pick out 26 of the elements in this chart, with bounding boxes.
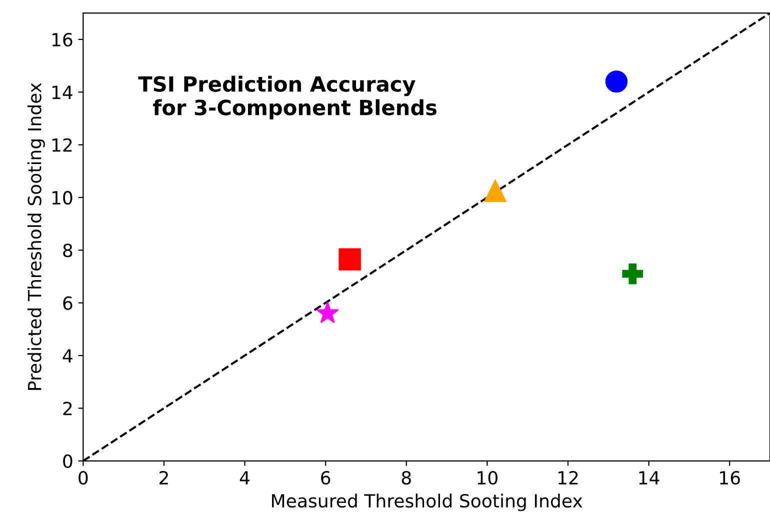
y-axis-title: Predicted Threshold Sooting Index (27, 82, 45, 390)
point (605, 70, 628, 93)
x-tick-label: 10 (478, 470, 498, 485)
x-tick-label: 12 (558, 470, 578, 484)
x-tick-label: 8 (402, 470, 411, 485)
x-tick-label: 0 (78, 470, 88, 485)
x-axis-title: Measured Threshold Sooting Index (272, 494, 582, 512)
y-tick-label: 8 (63, 244, 72, 258)
point (316, 302, 339, 324)
point (622, 263, 644, 284)
y-tick-label: 6 (63, 296, 72, 310)
y-tick-label: 12 (52, 138, 72, 152)
y-tick-label: 14 (52, 86, 72, 99)
x-tick-label: 2 (160, 470, 168, 484)
y-tick-label: 16 (52, 32, 72, 47)
y-tick-label: 2 (63, 402, 72, 416)
y-tick-label: 10 (52, 190, 72, 205)
point (484, 180, 506, 202)
x-tick-label: 4 (240, 471, 250, 484)
y-tick-label: 4 (62, 349, 72, 362)
x-tick-label: 6 (321, 470, 330, 485)
y-tick-label: 0 (63, 454, 72, 468)
point (338, 248, 361, 270)
x-tick-label: 16 (720, 470, 740, 485)
annotation: TSI Prediction Accuracy for 3-Component Blends (138, 76, 437, 120)
x-tick-label: 14 (639, 471, 660, 484)
